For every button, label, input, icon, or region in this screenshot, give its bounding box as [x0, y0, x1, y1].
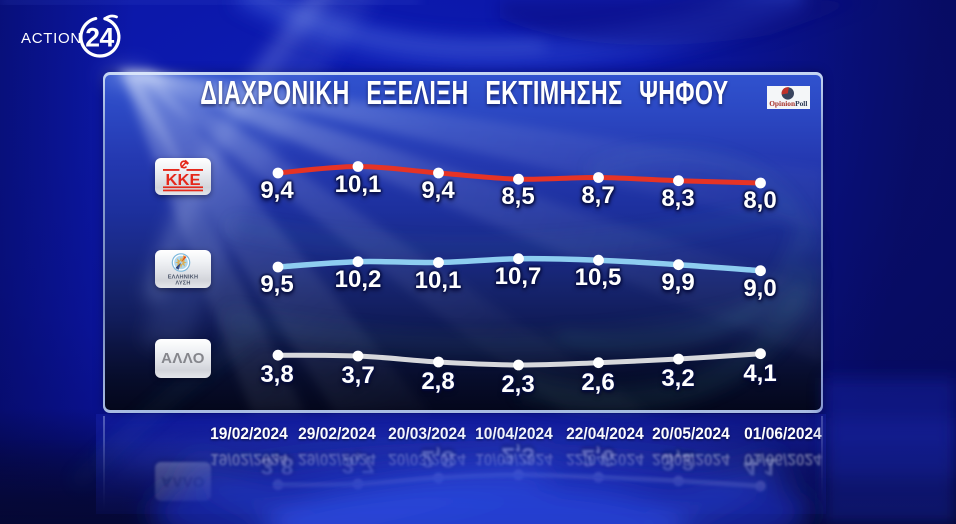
svg-text:KKE: KKE: [166, 172, 201, 189]
svg-text:ACTION: ACTION: [21, 30, 82, 47]
svg-text:OpinionPoll: OpinionPoll: [769, 99, 807, 108]
svg-text:ΕΛΛΗΝΙΚΗ: ΕΛΛΗΝΙΚΗ: [168, 275, 199, 281]
svg-text:ΛΥΣΗ: ΛΥΣΗ: [175, 281, 190, 287]
svg-text:24: 24: [85, 23, 114, 53]
